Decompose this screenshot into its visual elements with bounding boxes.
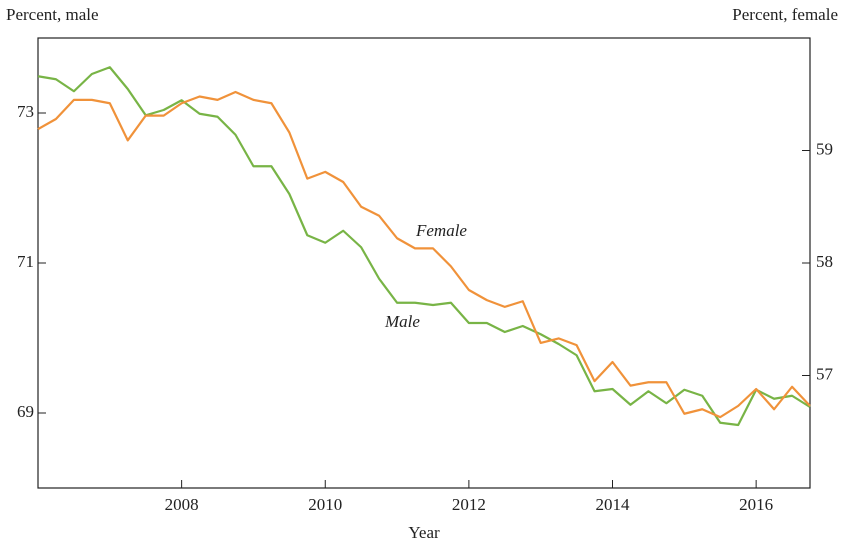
- series-label: Male: [384, 312, 420, 331]
- y-axis-label: Percent, male: [6, 5, 99, 24]
- series-line: [37, 66, 811, 427]
- plot-frame: [37, 37, 811, 489]
- y-tick-label: 69: [17, 402, 34, 421]
- y-tick-label: 71: [17, 252, 34, 271]
- y-tick-label: 73: [17, 102, 34, 121]
- y2-tick-label: 59: [816, 139, 833, 158]
- x-axis-label: Year: [408, 523, 440, 542]
- y2-axis-label: Percent, female: [732, 5, 838, 24]
- x-tick-label: 2012: [452, 495, 486, 514]
- y2-tick-label: 58: [816, 252, 833, 271]
- x-tick-label: 2016: [739, 495, 773, 514]
- y2-tick-label: 57: [816, 364, 834, 383]
- x-tick-label: 2010: [308, 495, 342, 514]
- x-tick-label: 2014: [596, 495, 631, 514]
- series-label: Female: [415, 221, 467, 240]
- x-tick-label: 2008: [165, 495, 199, 514]
- series-line: [37, 90, 811, 419]
